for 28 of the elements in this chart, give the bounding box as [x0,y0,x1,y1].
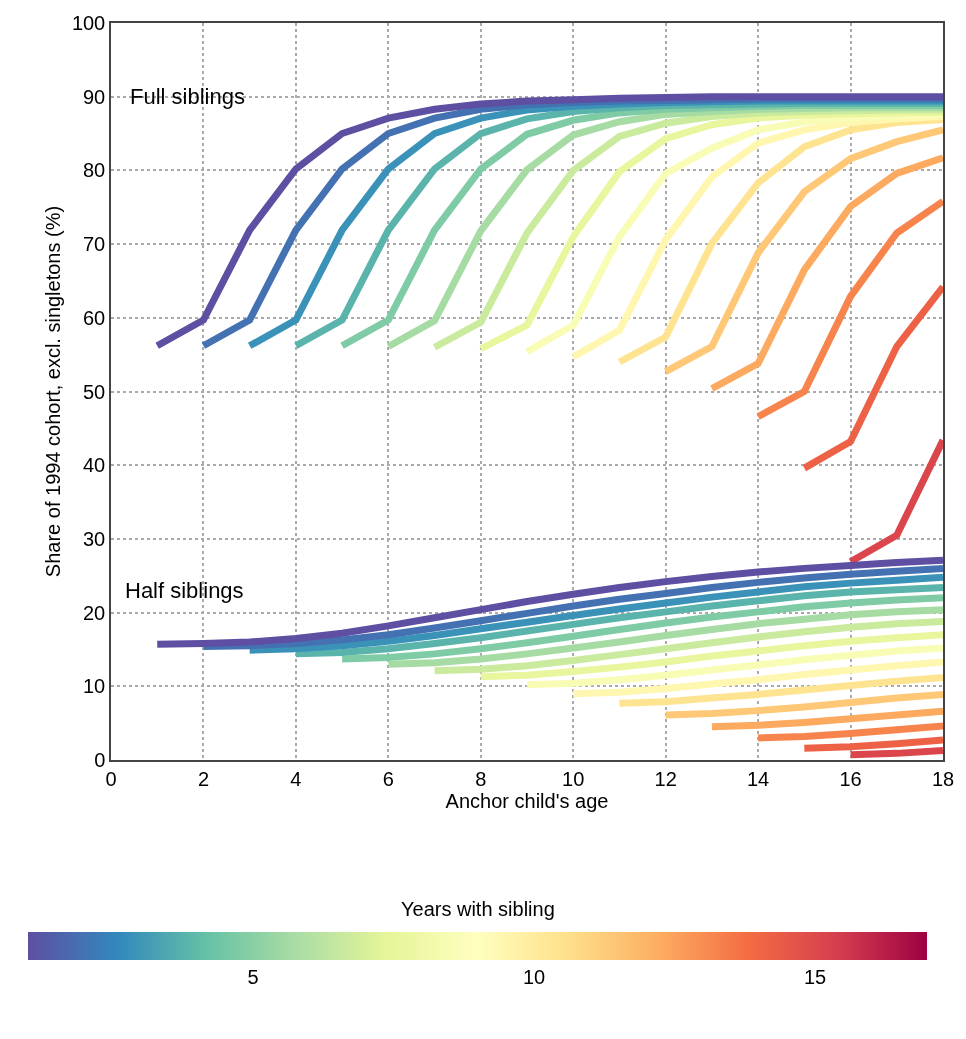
x-tick-label: 8 [475,767,487,790]
y-tick-label: 90 [83,85,106,108]
y-tick-label: 20 [83,601,106,624]
x-tick-label: 2 [197,767,209,790]
x-tick-label: 4 [290,767,302,790]
x-axis-title: Anchor child's age [445,789,609,812]
annotation: Half siblings [125,578,244,603]
color-bar-label: 10 [522,965,546,988]
color-bar-title: Years with sibling [401,898,555,921]
y-axis-title: Share of 1994 cohort, excl. singletons (%) [41,205,64,578]
y-tick-label: 60 [83,306,106,329]
y-tick-label: 0 [94,749,106,771]
color-bar-label: 5 [247,965,259,988]
y-tick-label: 70 [83,233,106,256]
x-tick-label: 10 [562,767,585,790]
y-tick-label: 10 [83,675,106,698]
y-tick-label: 40 [83,454,106,477]
annotation: Full siblings [130,84,245,109]
color-bar-label: 15 [803,965,827,988]
x-tick-label: 14 [746,767,770,790]
x-tick-label: 18 [931,767,955,790]
x-tick-label: 16 [839,767,862,790]
y-tick-label: 30 [83,527,106,550]
x-tick-label: 6 [382,767,394,790]
y-tick-label: 100 [71,12,106,34]
y-tick-label: 50 [83,380,106,403]
x-tick-label: 12 [654,767,677,790]
y-tick-label: 80 [83,159,106,182]
